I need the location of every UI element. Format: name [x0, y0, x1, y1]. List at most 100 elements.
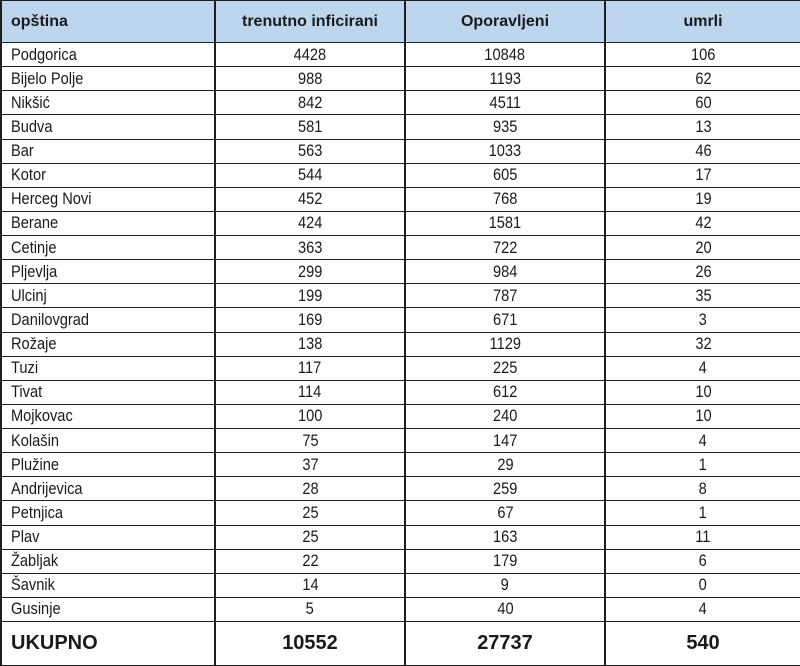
value-cell: 988: [214, 66, 406, 92]
table-row: Ulcinj 199 787 35: [0, 283, 800, 309]
cell-text: Cetinje: [11, 237, 57, 257]
value-cell: 20: [604, 234, 800, 261]
value-cell: 138: [214, 331, 406, 357]
cell-text: Bijelo Polje: [11, 68, 84, 88]
cell-text: 225: [492, 358, 518, 378]
cell-text: 363: [297, 237, 323, 257]
cell-text: 452: [297, 189, 323, 209]
cell-text: 5: [305, 599, 315, 619]
cell-text: Mojkovac: [11, 406, 73, 426]
value-cell: 452: [214, 186, 406, 212]
value-cell: 4: [604, 355, 800, 381]
value-cell: 179: [404, 548, 606, 574]
value-cell: 147: [404, 427, 606, 454]
value-cell: 259: [404, 476, 606, 502]
cell-text: Pljevlja: [11, 261, 58, 281]
cell-text: 9: [500, 575, 510, 595]
value-cell: 842: [214, 90, 406, 116]
table-row: Berane 424 1581 42: [0, 210, 800, 237]
municipality-cell: Pljevlja: [0, 259, 216, 285]
cell-text: 1129: [489, 334, 521, 354]
cell-text: 35: [694, 285, 712, 305]
cell-text: 29: [496, 454, 514, 474]
column-header-umrli: umrli: [604, 0, 800, 43]
value-cell: 563: [214, 138, 406, 164]
value-cell: 9: [404, 572, 606, 598]
municipality-cell: Rožaje: [0, 331, 216, 357]
value-cell: 17: [604, 162, 800, 188]
cell-text: Budva: [11, 116, 53, 136]
value-cell: 671: [404, 307, 606, 333]
cell-text: 581: [297, 116, 323, 136]
value-cell: 14: [214, 572, 406, 598]
value-cell: 106: [604, 41, 800, 68]
cell-text: 199: [297, 285, 323, 305]
cell-text: 19: [694, 189, 712, 209]
value-cell: 363: [214, 234, 406, 261]
value-cell: 240: [404, 403, 606, 430]
total-label: UKUPNO: [0, 621, 216, 666]
table-row: Šavnik 14 9 0: [0, 572, 800, 598]
cell-text: 169: [297, 309, 323, 329]
cell-text: 25: [301, 502, 319, 522]
cell-text: 984: [492, 261, 518, 281]
total-umrli: 540: [604, 621, 800, 666]
municipality-cell: Bijelo Polje: [0, 66, 216, 92]
cell-text: 0: [698, 575, 708, 595]
municipality-cell: Andrijevica: [0, 476, 216, 502]
cell-text: Petnjica: [11, 502, 64, 522]
table-row: Rožaje 138 1129 32: [0, 331, 800, 357]
table-row: Bar 563 1033 46: [0, 138, 800, 164]
municipality-cell: Petnjica: [0, 500, 216, 526]
value-cell: 163: [404, 524, 606, 550]
cell-text: 299: [297, 261, 323, 281]
table-row: Bijelo Polje 988 1193 62: [0, 66, 800, 92]
value-cell: 8: [604, 476, 800, 502]
value-cell: 1033: [404, 138, 606, 164]
table-header: opština trenutno inficirani Oporavljeni …: [0, 0, 800, 43]
table-row: Tuzi 117 225 4: [0, 355, 800, 381]
value-cell: 5: [214, 596, 406, 623]
cell-text: 17: [694, 165, 712, 185]
cell-text: 3: [698, 309, 708, 329]
municipality-cell: Berane: [0, 210, 216, 237]
cell-text: 8: [698, 478, 708, 498]
cell-text: 20: [694, 237, 712, 257]
value-cell: 29: [404, 452, 606, 478]
value-cell: 4: [604, 427, 800, 454]
value-cell: 1: [604, 500, 800, 526]
value-cell: 19: [604, 186, 800, 212]
value-cell: 37: [214, 452, 406, 478]
value-cell: 22: [214, 548, 406, 574]
value-cell: 10: [604, 403, 800, 430]
value-cell: 117: [214, 355, 406, 381]
value-cell: 67: [404, 500, 606, 526]
cell-text: 22: [301, 551, 319, 571]
value-cell: 40: [404, 596, 606, 623]
cell-text: 1033: [488, 141, 522, 161]
cell-text: 67: [496, 502, 514, 522]
value-cell: 4: [604, 596, 800, 623]
column-header-oporavljeni: Oporavljeni: [404, 0, 606, 43]
cell-text: 11: [695, 527, 711, 547]
cell-text: Tuzi: [11, 358, 39, 378]
municipality-cell: Gusinje: [0, 596, 216, 623]
cell-text: 10: [694, 406, 712, 426]
table-footer: UKUPNO 10552 27737 540: [0, 621, 800, 666]
cell-text: Herceg Novi: [11, 189, 92, 209]
table-row: Herceg Novi 452 768 19: [0, 186, 800, 212]
cell-text: 163: [492, 527, 518, 547]
cell-text: 26: [694, 261, 712, 281]
municipality-cell: Ulcinj: [0, 283, 216, 309]
value-cell: 32: [604, 331, 800, 357]
table-row: Gusinje 5 40 4: [0, 596, 800, 623]
cell-text: 60: [694, 92, 712, 112]
cell-text: Plužine: [11, 454, 59, 474]
table-row: Podgorica 4428 10848 106: [0, 41, 800, 68]
value-cell: 11: [604, 524, 800, 550]
cell-text: 722: [492, 237, 518, 257]
municipality-cell: Danilovgrad: [0, 307, 216, 333]
cell-text: 117: [298, 358, 322, 378]
cell-text: Plav: [11, 527, 40, 547]
